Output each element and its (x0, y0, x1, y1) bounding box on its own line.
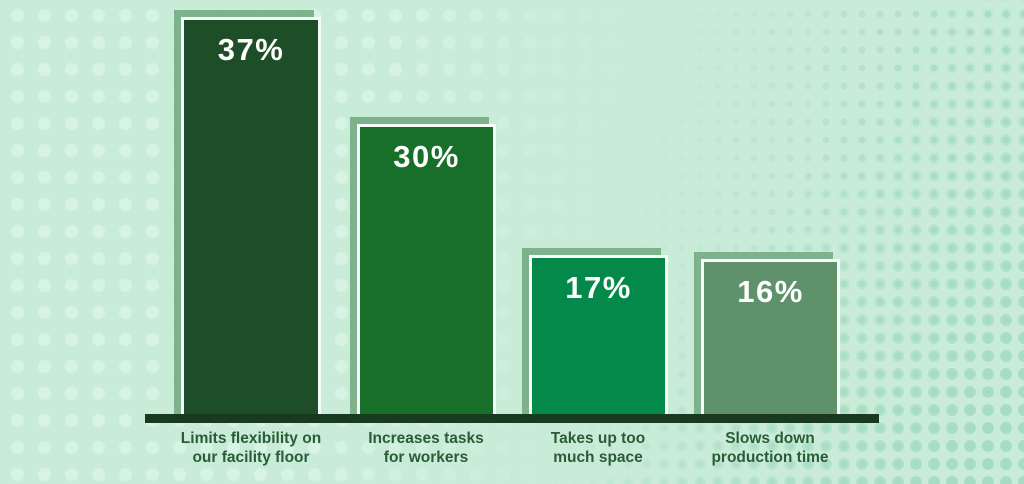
bar-increases-tasks: 30% (357, 124, 496, 418)
category-label-line: Slows down (725, 430, 815, 447)
bar-slows-production: 16% (701, 259, 840, 418)
category-label-line: for workers (383, 449, 469, 466)
bar-limits-flexibility: 37% (181, 17, 321, 418)
bar-group-increases-tasks: 30% (350, 117, 496, 418)
category-label-limits-flexibility: Limits flexibility on our facility floor (151, 429, 351, 467)
bar-takes-up-space: 17% (529, 255, 668, 418)
bar-group-slows-production: 16% (694, 252, 840, 418)
category-label-increases-tasks: Increases tasks for workers (326, 429, 526, 467)
bar-value-label: 17% (565, 270, 632, 305)
category-label-slows-production: Slows down production time (670, 429, 870, 467)
bar-value-label: 37% (217, 32, 285, 67)
category-label-line: Increases tasks (368, 430, 484, 447)
bar-value-label: 16% (737, 274, 804, 309)
category-label-takes-up-space: Takes up too much space (498, 429, 698, 467)
x-axis-baseline (145, 414, 879, 423)
category-label-line: Takes up too (550, 430, 646, 447)
category-label-line: our facility floor (192, 449, 310, 466)
bar-value-label: 30% (393, 139, 460, 174)
bar-group-takes-up-space: 17% (522, 248, 668, 418)
category-label-line: Limits flexibility on (180, 430, 322, 447)
category-label-line: much space (553, 449, 643, 466)
category-label-line: production time (711, 449, 829, 466)
bar-group-limits-flexibility: 37% (174, 10, 321, 418)
